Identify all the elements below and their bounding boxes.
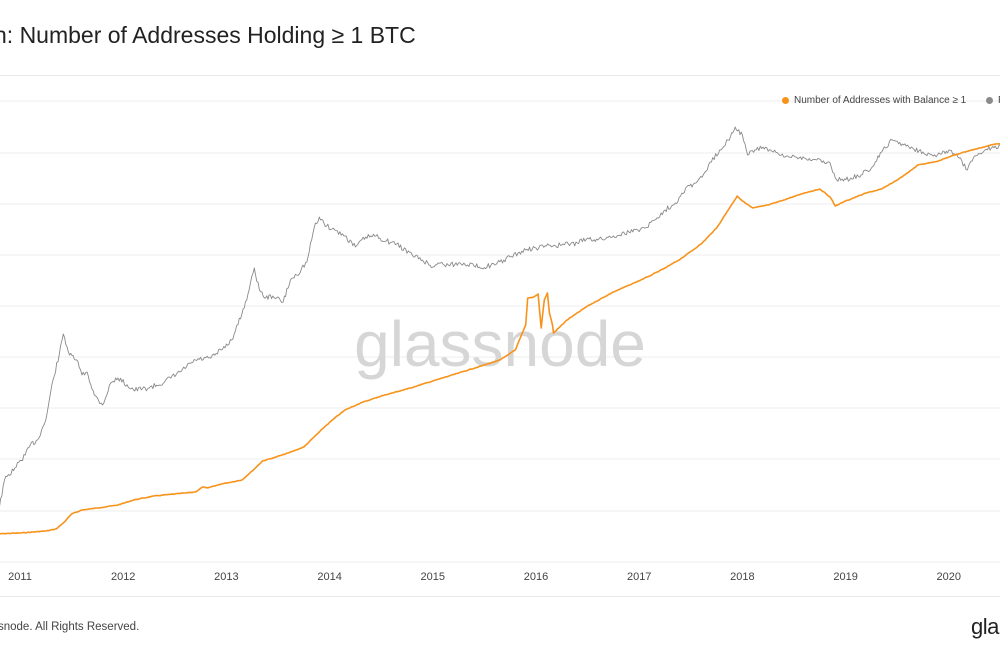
x-tick-label: 2017	[627, 571, 651, 583]
addresses-series-line	[0, 143, 1000, 535]
legend-item-price[interactable]: P	[986, 95, 1000, 106]
legend-dot-price	[986, 97, 993, 104]
price-series-line	[0, 126, 1000, 507]
legend-dot-addresses	[782, 97, 789, 104]
x-tick-label: 2012	[111, 571, 135, 583]
brand-logo[interactable]: gla	[971, 614, 999, 639]
x-tick-label: 2016	[524, 571, 548, 583]
gridlines	[0, 100, 1000, 563]
x-tick-label: 2015	[421, 571, 445, 583]
x-tick-label: 2013	[214, 571, 238, 583]
x-tick-label: 2014	[317, 571, 341, 583]
x-tick-label: 2018	[730, 571, 754, 583]
x-tick-label: 2020	[937, 571, 961, 583]
watermark: glassnode	[354, 308, 646, 380]
footer-divider	[0, 596, 1000, 597]
x-tick-label: 2019	[833, 571, 857, 583]
chart-title: n: Number of Addresses Holding ≥ 1 BTC	[0, 22, 416, 48]
legend-label-price: P	[998, 95, 1000, 106]
x-axis-ticks: 2011 2012 2013 2014 2015 2016 2017 2018 2019 2020	[8, 571, 961, 583]
header-divider	[0, 75, 1000, 76]
legend-item-addresses[interactable]: Number of Addresses with Balance ≥ 1	[782, 95, 966, 106]
copyright-text: snode. All Rights Reserved.	[0, 621, 140, 633]
x-tick-label: 2011	[8, 571, 32, 583]
legend-label-addresses: Number of Addresses with Balance ≥ 1	[794, 95, 967, 106]
